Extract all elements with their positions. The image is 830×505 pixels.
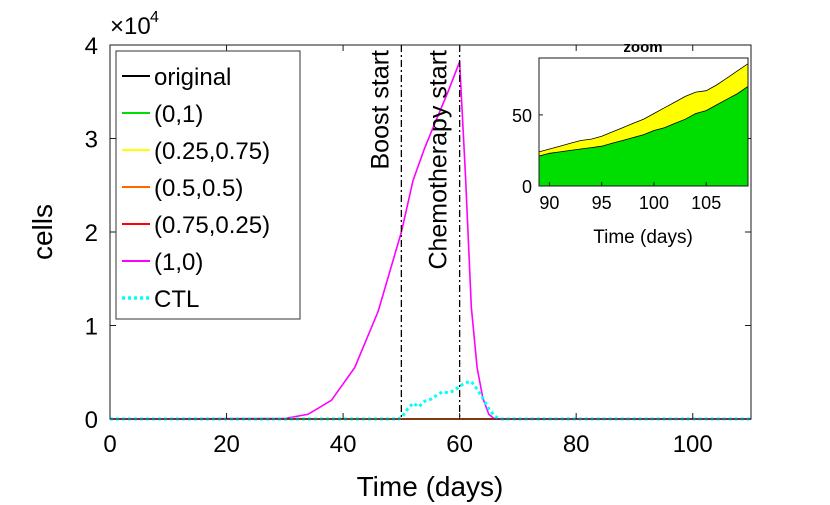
x-axis-label: Time (days)	[357, 471, 504, 502]
x-tick-label: 20	[213, 431, 240, 458]
x-tick-label: 60	[446, 431, 473, 458]
inset-y-tick-label: 0	[522, 177, 532, 197]
legend-item-0-5-0-5: (0.5,0.5)	[122, 175, 243, 202]
inset-x-tick-label: 100	[639, 193, 669, 213]
inset-series-layer	[538, 62, 749, 187]
annotation-label-boost-start: Boost start	[366, 50, 394, 170]
legend-label-0-5-0-5: (0.5,0.5)	[154, 175, 243, 202]
inset-x-tick-label: 90	[539, 193, 559, 213]
legend-item-1-0: (1,0)	[122, 249, 203, 276]
main-x-ticks: 0 20 40 60 80 100	[103, 45, 713, 458]
inset-x-ticks: 90 95 100 105	[539, 182, 721, 213]
x-tick-label: 40	[330, 431, 357, 458]
legend-box	[115, 50, 301, 320]
y-exponent-base: ×10	[110, 13, 151, 40]
legend-label-0-75-0-25: (0.75,0.25)	[154, 212, 270, 239]
y-tick-label: 3	[85, 127, 98, 154]
legend-label-1-0: (1,0)	[154, 249, 203, 276]
legend-item-0-1: (0,1)	[122, 101, 203, 128]
inset-title: zoom	[623, 39, 662, 56]
inset-x-axis-label: Time (days)	[593, 227, 693, 248]
x-tick-label: 80	[563, 431, 590, 458]
y-exponent: ×10 4	[110, 9, 159, 40]
y-axis-label: cells	[27, 204, 58, 260]
inset-axes-box	[538, 57, 749, 187]
y-tick-label: 1	[85, 314, 98, 341]
inset-x-tick-label: 105	[691, 193, 721, 213]
inset-x-tick-label: 95	[592, 193, 612, 213]
annotation-label-chemotherapy-start: Chemotherapy start	[425, 50, 453, 270]
legend-items: original (0,1) (0.25,0.75) (0.5,0.5) (0.75,0…	[122, 64, 270, 313]
x-tick-label: 100	[673, 431, 713, 458]
legend: original (0,1) (0.25,0.75) (0.5,0.5) (0.75,0…	[115, 50, 301, 320]
legend-item-original: original	[122, 64, 231, 91]
legend-label-ctl: CTL	[154, 286, 199, 313]
legend-label-0-1: (0,1)	[154, 101, 203, 128]
series-line-ctl	[110, 379, 751, 421]
y-tick-label: 0	[85, 407, 98, 434]
main-plot: Boost start Chemotherapy start 0 20 40 60 80 1…	[27, 9, 752, 502]
y-tick-label: 2	[85, 220, 98, 247]
inset-y-tick-label: 50	[512, 106, 532, 126]
legend-item-ctl: CTL	[122, 286, 199, 313]
annotation-layer: Boost start Chemotherapy start	[366, 45, 461, 419]
y-exponent-power: 4	[150, 9, 159, 26]
inset-zoom-plot: 90 95 100 105 0 50 zoom Time (days)	[512, 39, 749, 248]
legend-item-0-25-0-75: (0.25,0.75)	[122, 138, 270, 165]
y-tick-label: 4	[85, 33, 98, 60]
x-tick-label: 0	[103, 431, 116, 458]
main-y-ticks: 0 1 2 3 4	[85, 33, 751, 434]
legend-label-0-25-0-75: (0.25,0.75)	[154, 138, 270, 165]
legend-item-0-75-0-25: (0.75,0.25)	[122, 212, 270, 239]
inset-y-ticks: 0 50	[512, 106, 543, 197]
inset-area-green	[538, 85, 749, 187]
legend-label-original: original	[154, 64, 231, 91]
